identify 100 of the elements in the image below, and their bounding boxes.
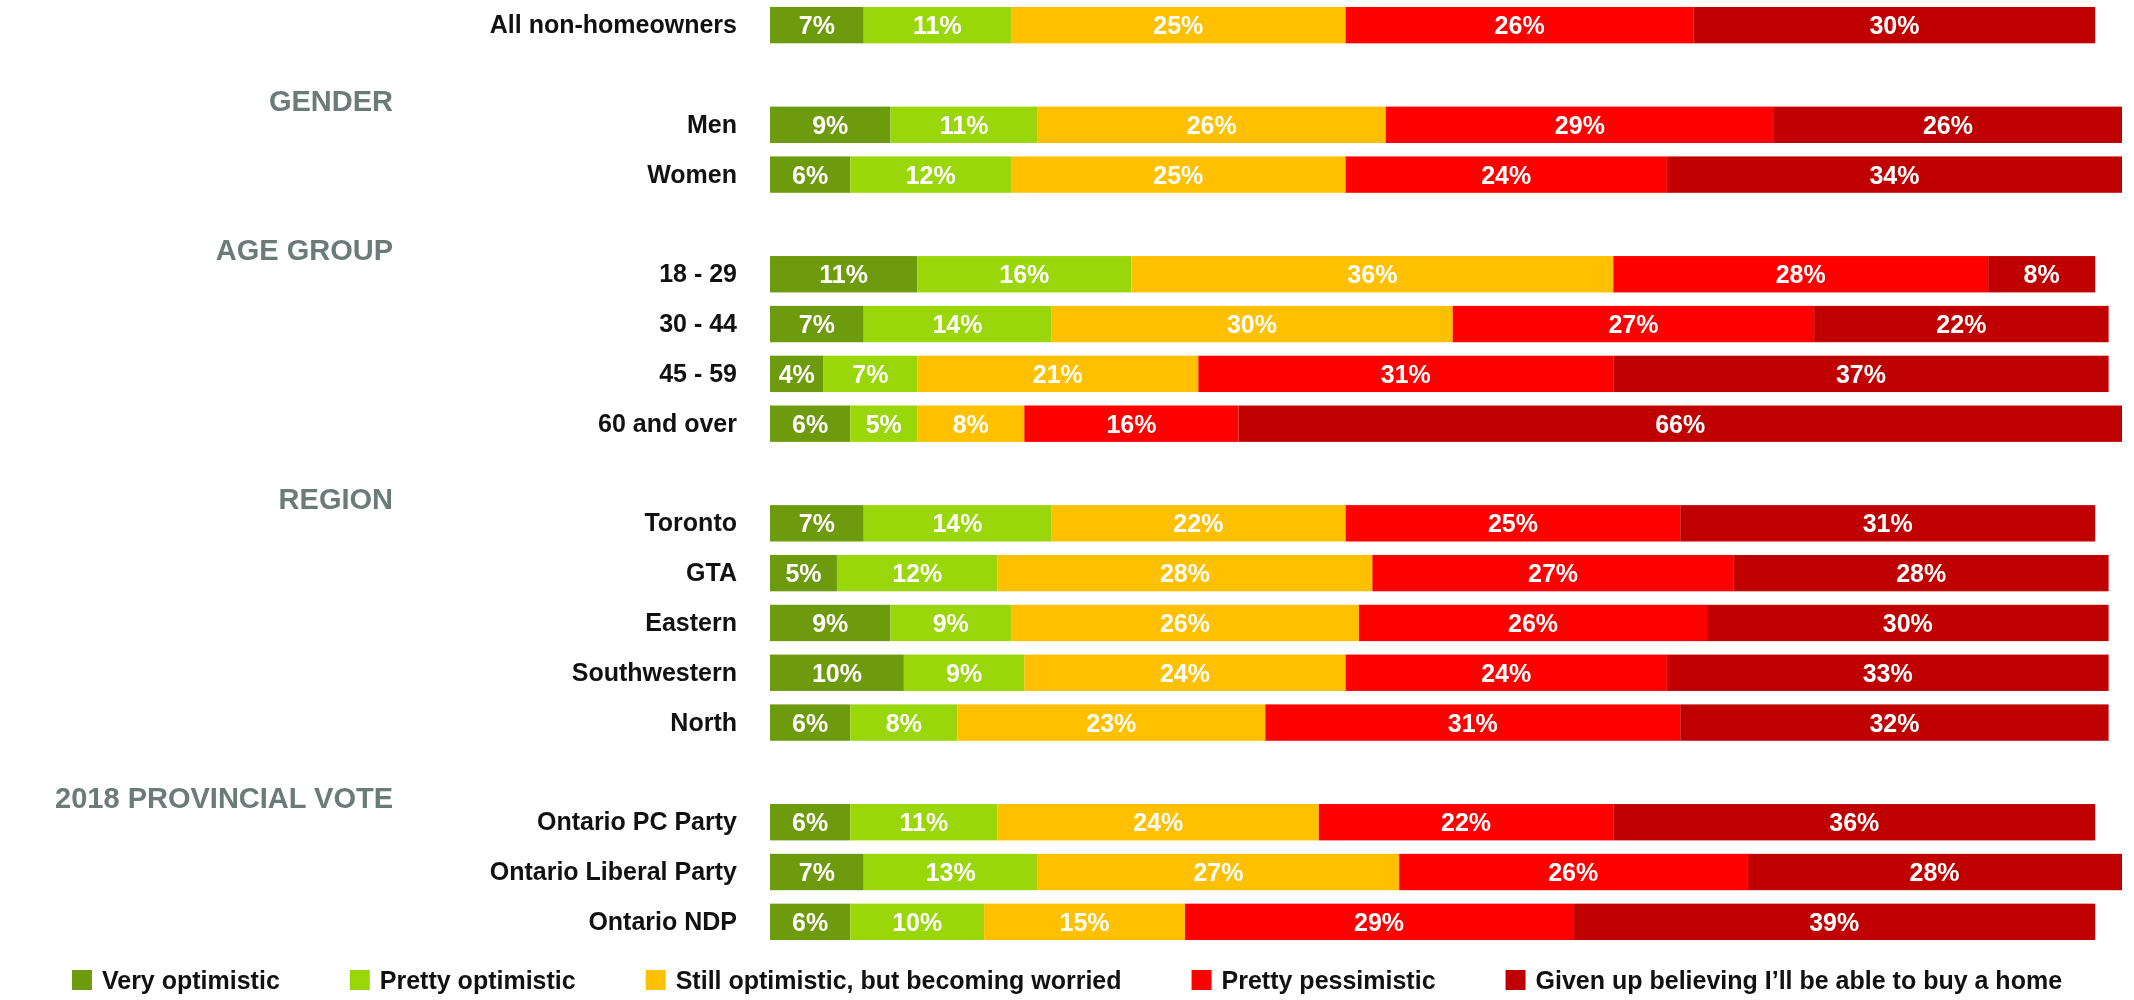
bar: [1345, 6, 1694, 44]
y-tick-label: Southwestern: [571, 657, 737, 686]
bar: [850, 804, 998, 841]
bar: [917, 256, 1132, 293]
y-tick-label: All non-homeowners: [489, 10, 737, 39]
data-label: 30%: [1869, 11, 1920, 40]
data-label: 6%: [792, 708, 829, 737]
bar: [1184, 903, 1574, 941]
data-label: 10%: [811, 658, 862, 687]
bar: [770, 256, 918, 293]
data-label: 26%: [1507, 608, 1559, 637]
data-label: 14%: [932, 310, 983, 339]
y-tick-label: 45 - 59: [659, 358, 737, 387]
data-label: 24%: [1481, 658, 1532, 687]
bar: [1773, 106, 2122, 143]
bar: [836, 554, 998, 592]
data-label: 8%: [885, 708, 922, 737]
text: AGE GROUP: [215, 234, 393, 267]
data-label: 12%: [892, 559, 943, 588]
data-label: 15%: [1059, 907, 1110, 936]
data-label: 37%: [1835, 359, 1886, 388]
bar: [997, 804, 1319, 841]
y-tick-label: Women: [647, 159, 737, 188]
data-label: 5%: [785, 559, 822, 588]
bar: [1707, 604, 2109, 642]
data-label: 30%: [1882, 608, 1933, 637]
bar: [1238, 405, 2122, 442]
data-label: 26%: [1548, 858, 1599, 887]
data-label: 28%: [1159, 559, 1210, 588]
bar: [1680, 505, 2096, 542]
bar: [1666, 156, 2122, 193]
bar: [1385, 106, 1774, 143]
data-label: 16%: [1106, 409, 1157, 438]
data-label: 26%: [1494, 11, 1545, 40]
data-label: 9%: [932, 608, 969, 637]
data-label: 33%: [1862, 658, 1913, 687]
data-label: 24%: [1481, 160, 1532, 189]
bar: [957, 704, 1266, 741]
data-label: 9%: [812, 110, 849, 139]
bar: [1051, 505, 1346, 542]
bar: [1747, 853, 2122, 891]
data-label: 28%: [1909, 858, 1960, 887]
data-label: 25%: [1487, 509, 1538, 538]
bar: [1010, 604, 1359, 642]
bar: [1666, 654, 2109, 691]
data-label: 26%: [1159, 608, 1210, 637]
data-label: 13%: [925, 858, 976, 887]
text: 2018 PROVINCIAL VOTE: [55, 782, 393, 815]
data-label: 27%: [1528, 559, 1579, 588]
data-label: 5%: [865, 409, 902, 438]
data-label: 7%: [798, 310, 835, 339]
data-label: 26%: [1922, 110, 1973, 139]
data-label: 27%: [1193, 858, 1244, 887]
data-label: 7%: [852, 359, 889, 388]
data-label: 6%: [792, 409, 829, 438]
data-label: 34%: [1869, 160, 1920, 189]
bar: [1372, 554, 1734, 592]
bar: [1345, 654, 1667, 691]
y-tick-label: Ontario Liberal Party: [489, 857, 738, 886]
y-tick-label: Men: [687, 109, 737, 138]
bar: [850, 704, 958, 741]
bar: [1010, 6, 1346, 44]
data-label: 11%: [939, 110, 989, 139]
data-label: 6%: [792, 160, 829, 189]
data-label: 27%: [1608, 310, 1659, 339]
y-tick-label: Toronto: [644, 508, 737, 537]
bar: [1131, 256, 1614, 293]
bar: [1613, 256, 1989, 293]
bar: [890, 604, 1011, 642]
bar: [1198, 355, 1614, 393]
bar: [890, 106, 1038, 143]
bar: [1613, 355, 2109, 393]
y-tick-label: GTA: [686, 558, 737, 587]
bar: [863, 6, 1011, 44]
legend-label: Given up believing I’ll be able to buy a home: [1535, 966, 2063, 994]
data-label: 6%: [792, 808, 829, 837]
bar: [1452, 305, 1815, 343]
data-label: 25%: [1153, 11, 1204, 40]
data-label: 28%: [1775, 260, 1826, 289]
data-label: 22%: [1173, 509, 1224, 538]
data-label: 22%: [1936, 310, 1987, 339]
data-label: 36%: [1347, 260, 1398, 289]
data-label: 39%: [1809, 907, 1860, 936]
y-tick-label: North: [670, 707, 737, 736]
data-label: 9%: [812, 608, 849, 637]
data-label: 32%: [1869, 708, 1920, 737]
text: GENDER: [268, 84, 394, 117]
data-label: 7%: [798, 858, 835, 887]
data-label: 31%: [1380, 359, 1431, 388]
data-label: 24%: [1133, 808, 1184, 837]
data-label: 8%: [952, 409, 989, 438]
data-label: 30%: [1226, 310, 1277, 339]
y-tick-label: Eastern: [645, 607, 737, 636]
bar: [1345, 156, 1667, 193]
legend-label: Very optimistic: [101, 966, 280, 994]
data-label: 21%: [1032, 359, 1083, 388]
data-label: 31%: [1447, 708, 1498, 737]
data-label: 6%: [792, 907, 829, 936]
y-tick-label: 60 and over: [598, 408, 738, 437]
bar: [863, 505, 1052, 542]
